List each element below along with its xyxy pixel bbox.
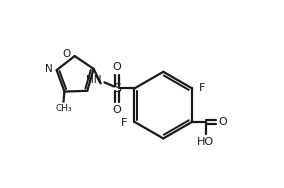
Text: O: O: [112, 105, 121, 115]
Text: O: O: [63, 49, 71, 59]
Text: N: N: [45, 64, 53, 74]
Text: S: S: [113, 82, 121, 95]
Text: O: O: [219, 117, 227, 127]
Text: HN: HN: [85, 75, 101, 85]
Text: F: F: [121, 118, 128, 128]
Text: HO: HO: [197, 137, 214, 147]
Text: CH₃: CH₃: [55, 104, 72, 113]
Text: O: O: [112, 62, 121, 72]
Text: F: F: [199, 83, 206, 92]
